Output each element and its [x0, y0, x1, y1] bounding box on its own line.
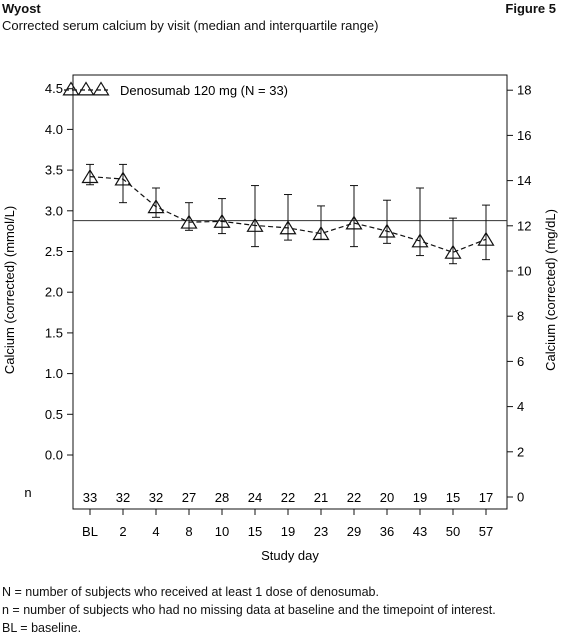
plot-frame — [72, 74, 508, 510]
right-tick-label: 6 — [517, 354, 524, 369]
right-tick-label: 0 — [517, 490, 524, 505]
left-tick-label: 1.0 — [45, 366, 63, 381]
right-tick-label: 4 — [517, 399, 524, 414]
median-point — [411, 233, 429, 248]
figure-number: Figure 5 — [505, 1, 556, 16]
right-tick-label: 2 — [517, 444, 524, 459]
n-value: 24 — [248, 490, 262, 505]
n-row: n 33 32 32 27 28 24 22 21 22 20 19 15 17 — [24, 485, 493, 505]
median-point — [246, 217, 264, 232]
median-point — [213, 213, 231, 228]
x-tick-label: 4 — [152, 524, 159, 539]
n-value: 21 — [314, 490, 328, 505]
y-axis-label-left: Calcium (corrected) (mmol/L) — [2, 206, 17, 374]
left-tick-label: 2.0 — [45, 285, 63, 300]
left-tick-label: 2.5 — [45, 244, 63, 259]
legend-label: Denosumab 120 mg (N = 33) — [120, 83, 288, 98]
x-tick-label: 19 — [281, 524, 295, 539]
x-tick-label: BL — [82, 524, 98, 539]
left-axis: 4.5 4.0 3.5 3.0 2.5 2.0 1.5 1.0 0.5 0.0 — [45, 81, 73, 463]
series-denosumab — [81, 163, 495, 265]
median-point — [279, 220, 297, 235]
x-tick-label: 23 — [314, 524, 328, 539]
median-point — [477, 231, 495, 246]
right-tick-label: 16 — [517, 128, 531, 143]
header-left: Wyost — [2, 1, 41, 16]
x-tick-label: 36 — [380, 524, 394, 539]
left-tick-label: 0.0 — [45, 448, 63, 463]
n-value: 27 — [182, 490, 196, 505]
n-value: 22 — [347, 490, 361, 505]
n-value: 32 — [116, 490, 130, 505]
chart-subtitle: Corrected serum calcium by visit (median… — [2, 18, 379, 33]
n-value: 19 — [413, 490, 427, 505]
x-tick-label: 10 — [215, 524, 229, 539]
x-tick-label: 8 — [185, 524, 192, 539]
median-point — [180, 214, 198, 229]
n-row-label: n — [24, 485, 31, 500]
median-point — [81, 168, 99, 184]
right-tick-label: 14 — [517, 173, 531, 188]
x-axis-label: Study day — [261, 548, 319, 563]
median-point — [444, 244, 462, 259]
n-value: 32 — [149, 490, 163, 505]
left-tick-label: 4.5 — [45, 81, 63, 96]
right-axis: 18 16 14 12 10 8 6 4 2 0 — [507, 83, 531, 505]
x-tick-label: 15 — [248, 524, 262, 539]
right-tick-label: 8 — [517, 309, 524, 324]
left-tick-label: 4.0 — [45, 122, 63, 137]
x-tick-label: 43 — [413, 524, 427, 539]
n-value: 17 — [479, 490, 493, 505]
legend-marker — [92, 81, 110, 96]
n-value: 20 — [380, 490, 394, 505]
left-tick-label: 3.0 — [45, 203, 63, 218]
footnote-1: N = number of subjects who received at l… — [2, 585, 379, 599]
x-axis: BL 2 4 8 10 15 19 23 29 36 43 50 57 — [82, 509, 493, 539]
median-point — [345, 215, 363, 230]
median-point — [378, 223, 396, 238]
n-value: 15 — [446, 490, 460, 505]
x-tick-label: 50 — [446, 524, 460, 539]
legend-marker — [77, 81, 95, 96]
footnote-2: n = number of subjects who had no missin… — [2, 603, 496, 617]
median-point — [114, 171, 132, 186]
left-tick-label: 0.5 — [45, 407, 63, 422]
n-value: 28 — [215, 490, 229, 505]
right-tick-label: 18 — [517, 83, 531, 98]
y-axis-label-right: Calcium (corrected) (mg/dL) — [543, 209, 558, 371]
right-tick-label: 10 — [517, 264, 531, 279]
x-tick-label: 2 — [119, 524, 126, 539]
footnote-3: BL = baseline. — [2, 621, 82, 635]
left-tick-label: 3.5 — [45, 163, 63, 178]
x-tick-label: 57 — [479, 524, 493, 539]
legend-marker — [62, 81, 80, 96]
median-point — [147, 199, 165, 214]
legend: Denosumab 120 mg (N = 33) — [62, 81, 288, 98]
left-tick-label: 1.5 — [45, 325, 63, 340]
right-tick-label: 12 — [517, 218, 531, 233]
median-point — [312, 225, 330, 241]
n-value: 33 — [83, 490, 97, 505]
n-value: 22 — [281, 490, 295, 505]
x-tick-label: 29 — [347, 524, 361, 539]
